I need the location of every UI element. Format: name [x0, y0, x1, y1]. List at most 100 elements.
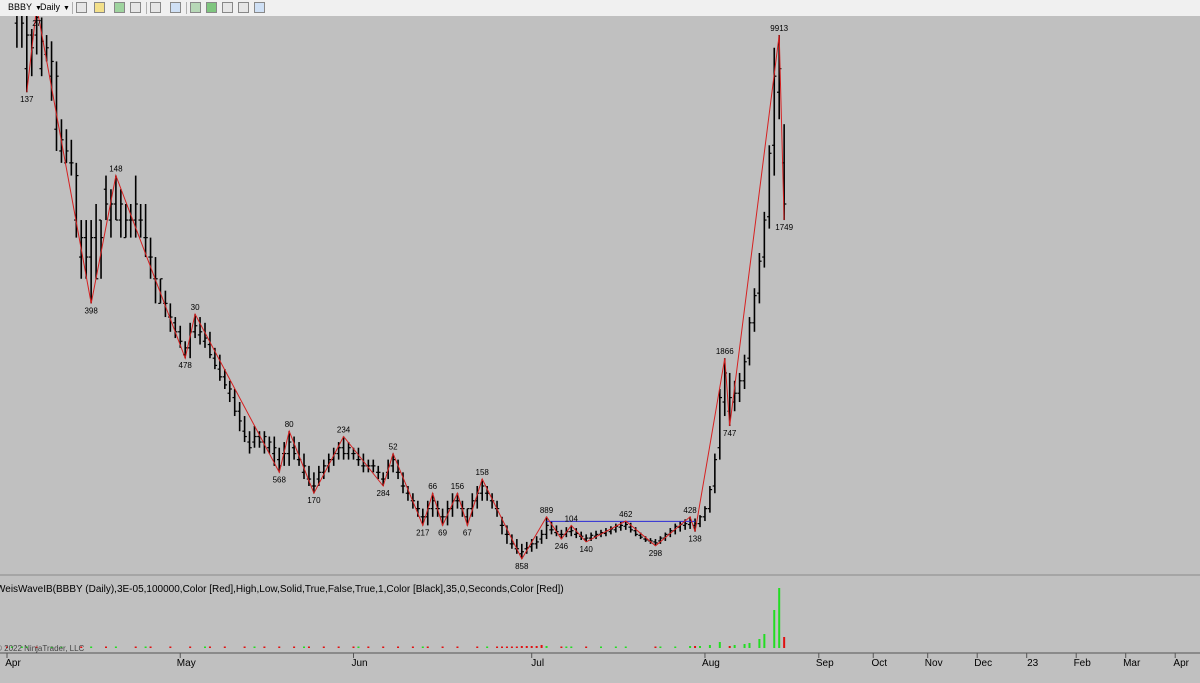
down-volume-bar: [189, 646, 192, 648]
down-volume-bar: [382, 646, 385, 648]
down-volume-bar: [515, 646, 518, 648]
toolbar-divider: [72, 2, 73, 14]
swing-label: 67: [463, 528, 472, 537]
swing-label: 284: [377, 489, 391, 498]
up-volume-bar: [763, 634, 766, 648]
swing-label: 27: [32, 19, 41, 28]
swing-label: 234: [337, 426, 351, 435]
down-volume-bar: [501, 646, 503, 648]
interval-label: Daily: [40, 2, 61, 12]
down-volume-bar: [654, 646, 657, 648]
chart-properties-icon[interactable]: [190, 2, 201, 13]
down-volume-bar: [441, 646, 444, 648]
swing-label: 69: [438, 528, 447, 537]
up-volume-bar: [733, 645, 736, 648]
down-volume-bar: [397, 646, 400, 648]
x-axis-tick-label: Dec: [974, 658, 992, 669]
down-volume-bar: [243, 646, 246, 648]
x-axis-tick-label: Sep: [816, 658, 834, 669]
swing-label: 9913: [770, 24, 788, 33]
swing-label: 1866: [716, 347, 734, 356]
bar-style-icon[interactable]: [76, 2, 87, 13]
up-volume-bar: [357, 646, 360, 648]
data-box-icon[interactable]: [222, 2, 233, 13]
down-volume-bar: [476, 646, 479, 648]
swing-label: 398: [84, 306, 98, 315]
down-volume-bar: [520, 646, 523, 648]
chevron-down-icon: ▼: [35, 5, 42, 12]
down-volume-bar: [510, 646, 513, 648]
up-volume-bar: [743, 644, 746, 648]
down-volume-bar: [783, 637, 786, 648]
swing-label: 478: [179, 361, 193, 370]
down-volume-bar: [352, 646, 355, 648]
pointer-icon[interactable]: [150, 2, 161, 13]
interval-selector[interactable]: Daily ▼: [40, 1, 70, 14]
up-volume-bar: [570, 646, 573, 648]
price-chart[interactable]: 27 137 398 148 30 478 80 568 234 170 52 284 66 217 156…: [0, 16, 1200, 683]
down-volume-bar: [80, 646, 83, 648]
down-volume-bar: [530, 646, 533, 648]
marker-icon[interactable]: [114, 2, 125, 13]
down-volume-bar: [426, 646, 429, 648]
swing-label: 889: [540, 506, 554, 515]
up-volume-bar: [50, 646, 53, 648]
up-volume-bar: [689, 646, 692, 648]
template-icon[interactable]: [238, 2, 249, 13]
zoom-icon[interactable]: [170, 2, 181, 13]
volume-panel: [6, 588, 786, 648]
swing-label: 1749: [775, 223, 793, 232]
down-volume-bar: [694, 646, 697, 648]
indicator-label: WeisWaveIB(BBBY (Daily),3E-05,100000,Col…: [0, 584, 564, 595]
down-volume-bar: [134, 646, 137, 648]
up-volume-bar: [90, 646, 93, 648]
x-axis-tick-label: May: [177, 658, 196, 669]
instrument-selector[interactable]: BBBY ▼: [8, 1, 42, 14]
instrument-label: BBBY: [8, 2, 33, 12]
up-volume-bar: [25, 646, 28, 648]
up-volume-bar: [204, 646, 206, 648]
down-volume-bar: [322, 646, 325, 648]
swing-label: 462: [619, 510, 633, 519]
up-volume-bar: [486, 646, 489, 648]
swing-label: 140: [579, 545, 593, 554]
up-volume-bar: [659, 646, 662, 648]
swing-label: 148: [109, 165, 123, 174]
down-volume-bar: [496, 646, 499, 648]
up-volume-bar: [748, 643, 751, 648]
down-volume-bar: [525, 646, 528, 648]
x-axis-tick-label: Oct: [871, 658, 887, 669]
swing-label: 158: [476, 468, 490, 477]
swing-label: 217: [416, 528, 430, 537]
chart-background: [0, 16, 1200, 683]
eraser-icon[interactable]: [130, 2, 141, 13]
down-volume-bar: [263, 646, 266, 648]
up-volume-bar: [144, 646, 147, 648]
down-volume-bar: [149, 646, 152, 648]
price-panel: 27 137 398 148 30 478 80 568 234 170 52 284 66 217 156…: [14, 16, 794, 571]
toolbar-divider: [146, 2, 147, 14]
down-volume-bar: [585, 646, 588, 648]
down-volume-bar: [208, 646, 211, 648]
up-volume-bar: [758, 639, 761, 648]
down-volume-bar: [505, 646, 508, 648]
x-axis-tick-label: Apr: [5, 658, 21, 669]
up-volume-bar: [20, 646, 23, 648]
swing-label: 137: [20, 95, 34, 104]
window-linking-icon[interactable]: [254, 2, 265, 13]
down-volume-bar: [6, 646, 8, 648]
swing-label: 568: [273, 475, 287, 484]
drawing-tool-icon[interactable]: [94, 2, 105, 13]
down-volume-bar: [293, 646, 296, 648]
x-axis-tick-label: Jul: [531, 658, 544, 669]
down-volume-bar: [223, 646, 226, 648]
up-volume-bar: [699, 646, 701, 648]
x-axis-tick-label: Aug: [702, 658, 720, 669]
up-volume-bar: [303, 646, 305, 648]
swing-label: 66: [428, 482, 437, 491]
down-volume-bar: [456, 646, 459, 648]
swing-label: 156: [451, 482, 465, 491]
x-axis-tick-label: Apr: [1173, 658, 1189, 669]
swing-label: 747: [723, 429, 737, 438]
strategy-icon[interactable]: [206, 2, 217, 13]
